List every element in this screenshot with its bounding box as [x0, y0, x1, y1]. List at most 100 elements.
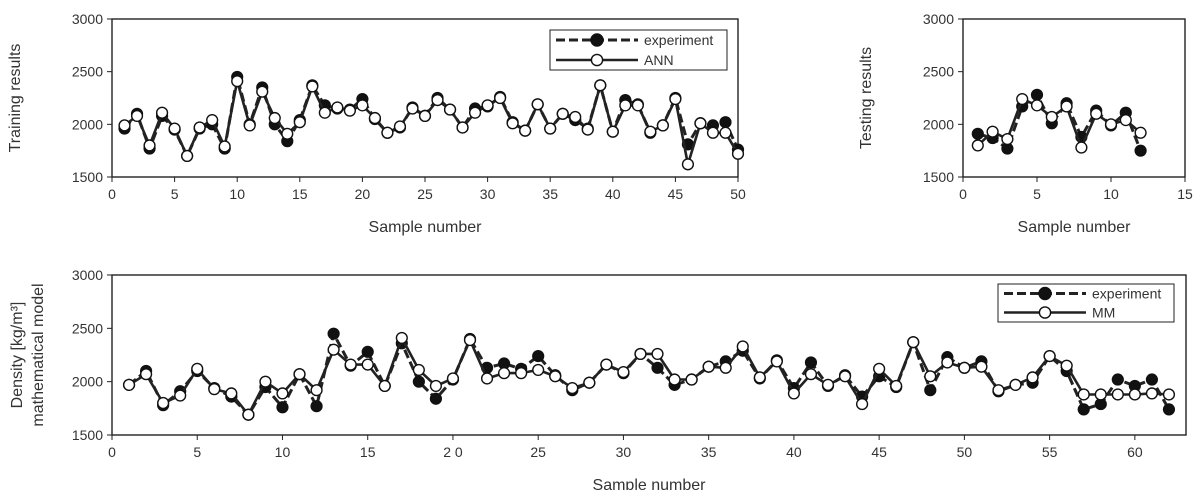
legend-label-experiment: experiment — [644, 32, 713, 48]
x-tick-label: 2 0 — [443, 444, 463, 460]
data-point-ann — [268, 111, 281, 125]
x-tick-label: 45 — [871, 444, 887, 460]
x-tick-label: 20 — [355, 186, 371, 202]
data-point-ann — [168, 122, 181, 135]
data-point-mm — [276, 387, 289, 400]
data-point-mm — [1145, 387, 1159, 400]
data-point-ann — [606, 125, 619, 138]
series-experiment — [122, 327, 1176, 421]
data-point-ann — [694, 117, 707, 130]
data-point-mm — [736, 340, 749, 353]
data-point-ann — [293, 116, 306, 129]
data-point-experiment — [327, 327, 340, 340]
x-tick-label: 5 — [1033, 186, 1041, 202]
data-point-experiment — [1077, 403, 1090, 416]
series-ann — [118, 75, 745, 171]
data-point-mm — [651, 347, 664, 361]
data-point-mm — [532, 363, 545, 377]
chart-2: 1500 2000 2500 3000 0 5 10 15 Sample number Testi… — [858, 11, 1193, 236]
series-ann — [971, 92, 1147, 154]
data-point-ann — [381, 126, 394, 139]
data-point-ann — [544, 122, 557, 135]
data-point-ann — [368, 111, 382, 125]
data-point-mm — [344, 358, 357, 371]
y-tick-label: 2500 — [923, 64, 954, 80]
x-tick-label: 0 — [959, 186, 967, 202]
data-point-experiment — [276, 401, 289, 414]
legend-marker-experiment — [590, 33, 604, 47]
data-point-ann — [1016, 92, 1029, 106]
data-point-mm — [719, 361, 732, 374]
y-tick-label: 1500 — [72, 169, 103, 185]
data-point-mm — [174, 389, 187, 402]
y-tick-label: 3000 — [72, 11, 103, 27]
x-tick-label: 15 — [360, 444, 376, 460]
y-axis-title-line2: mathematical model — [30, 283, 47, 426]
data-point-experiment — [1145, 373, 1159, 386]
data-point-mm — [975, 360, 988, 373]
data-point-ann — [181, 149, 194, 163]
y-axis-title: Density [kg/m³] — [9, 302, 26, 409]
data-point-ann — [456, 121, 469, 134]
data-point-ann — [1090, 107, 1103, 120]
data-point-mm — [617, 365, 630, 379]
data-point-mm — [1026, 371, 1039, 384]
data-point-ann — [243, 119, 256, 132]
data-point-ann — [193, 121, 206, 134]
data-point-experiment — [532, 349, 545, 363]
data-point-experiment — [719, 116, 732, 129]
data-point-mm — [855, 397, 869, 411]
y-axis-title: Training results — [7, 44, 24, 153]
data-point-mm — [122, 378, 136, 391]
data-point-mm — [634, 347, 647, 361]
data-point-mm — [259, 375, 272, 388]
data-point-ann — [656, 119, 669, 132]
x-axis-title: Sample number — [369, 219, 483, 236]
x-tick-label: 5 — [193, 444, 201, 460]
y-tick-label: 1500 — [923, 169, 954, 185]
data-point-ann — [669, 92, 682, 106]
data-point-experiment — [1030, 88, 1044, 101]
data-point-mm — [1094, 388, 1107, 401]
data-point-mm — [549, 370, 562, 383]
data-point-ann — [468, 106, 482, 119]
data-point-mm — [446, 372, 460, 385]
data-point-ann — [619, 99, 632, 112]
x-tick-label: 35 — [542, 186, 558, 202]
data-point-ann — [1134, 126, 1147, 139]
data-point-ann — [581, 123, 594, 136]
data-point-ann — [306, 80, 319, 93]
x-tick-label: 50 — [730, 186, 746, 202]
legend-marker-ann — [590, 53, 604, 67]
data-point-mm — [958, 361, 971, 374]
x-tick-label: 5 — [171, 186, 179, 202]
data-point-mm — [873, 362, 886, 375]
x-axis-title: Sample number — [1018, 219, 1132, 236]
x-tick-label: 25 — [530, 444, 546, 460]
x-tick-label: 0 — [108, 444, 116, 460]
data-point-experiment — [1111, 373, 1124, 386]
x-tick-label: 50 — [957, 444, 973, 460]
data-point-ann — [556, 107, 569, 120]
data-point-mm — [225, 387, 238, 400]
data-point-mm — [463, 333, 477, 347]
data-point-ann — [356, 99, 369, 112]
data-point-mm — [566, 381, 579, 395]
data-point-mm — [804, 368, 818, 381]
data-point-mm — [429, 379, 443, 393]
y-tick-label: 2000 — [923, 116, 954, 132]
data-point-ann — [631, 99, 644, 112]
data-point-ann — [130, 109, 144, 123]
data-point-ann — [494, 91, 507, 105]
data-point-mm — [668, 373, 681, 386]
chart-1: 1500 2000 2500 3000 0 5 10 15 20 25 30 35 40 45 50 Samp… — [7, 11, 746, 236]
data-point-ann — [393, 120, 407, 133]
data-point-ann — [569, 110, 582, 124]
data-point-ann — [719, 126, 732, 139]
x-tick-label: 10 — [1103, 186, 1119, 202]
data-point-experiment — [412, 375, 425, 388]
data-point-mm — [395, 331, 408, 345]
data-point-mm — [378, 379, 391, 393]
data-point-mm — [838, 370, 852, 383]
